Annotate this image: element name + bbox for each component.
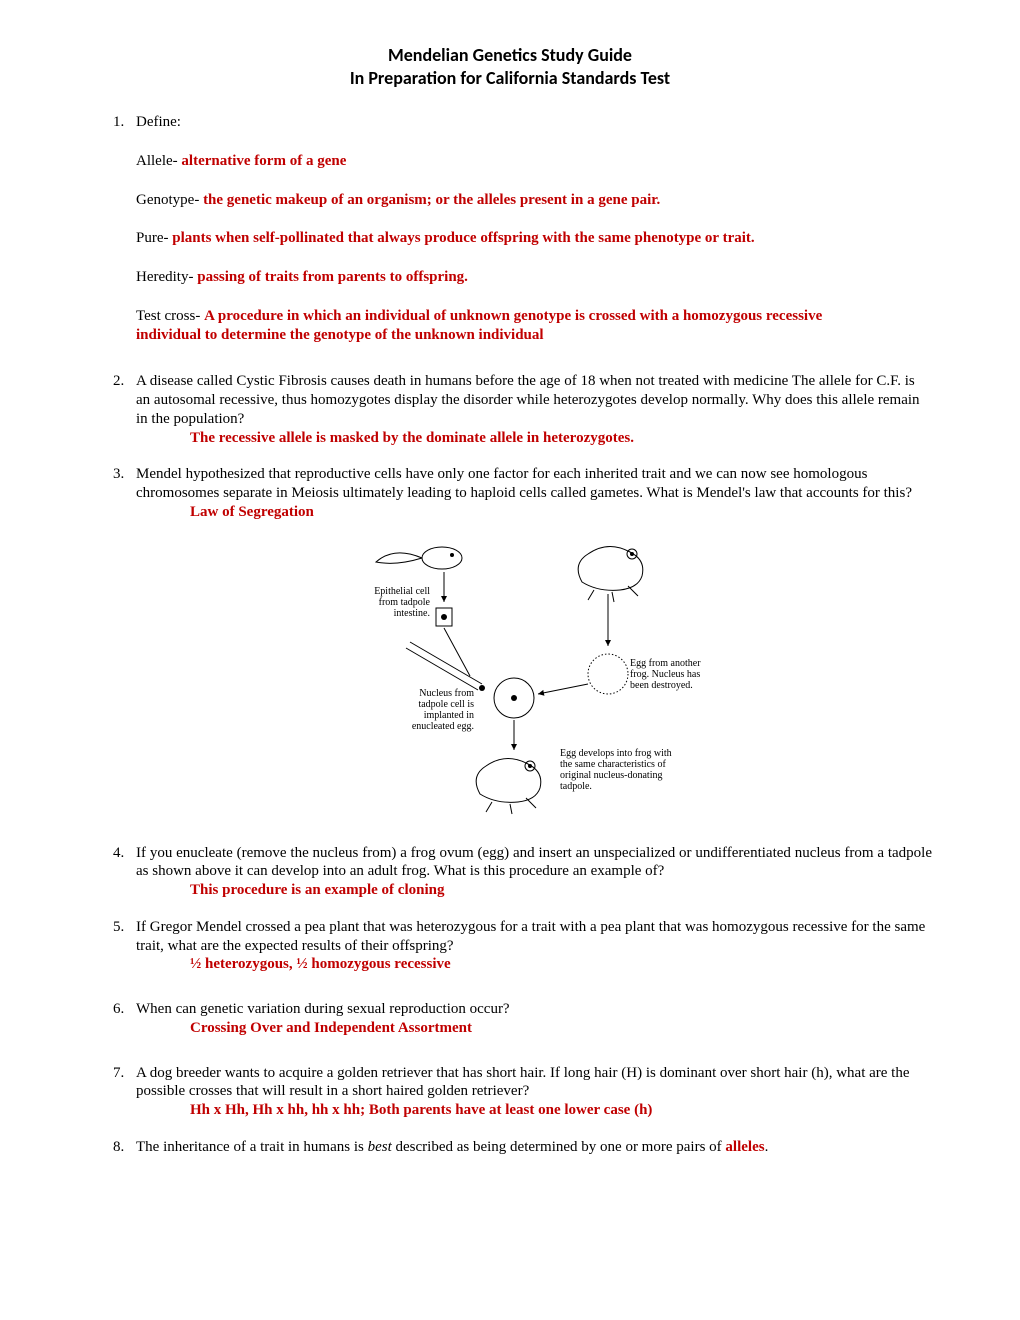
term-allele: Allele- <box>136 153 181 169</box>
q4-answer: This procedure is an example of cloning <box>190 881 932 900</box>
q7-text: A dog breeder wants to acquire a golden … <box>136 1065 910 1100</box>
q3-text: Mendel hypothesized that reproductive ce… <box>136 466 912 501</box>
cloning-diagram-wrap: Epithelial cell from tadpole intestine. … <box>136 536 932 826</box>
lbl-epithelial: Epithelial cell from tadpole intestine. <box>368 586 430 619</box>
tadpole-icon <box>376 547 462 569</box>
q5-answer: ½ heterozygous, ½ homozygous recessive <box>190 955 932 974</box>
q8-post: . <box>765 1139 769 1155</box>
ans-heredity: passing of traits from parents to offspr… <box>197 269 468 285</box>
question-3: Mendel hypothesized that reproductive ce… <box>128 465 932 825</box>
question-6: When can genetic variation during sexual… <box>128 1000 932 1038</box>
def-allele: Allele- alternative form of a gene <box>136 152 932 171</box>
epithelial-cell-icon <box>436 608 452 626</box>
q6-answer: Crossing Over and Independent Assortment <box>190 1019 932 1038</box>
frog-egg-icon <box>588 654 628 694</box>
ans-allele: alternative form of a gene <box>181 153 346 169</box>
question-8: The inheritance of a trait in humans is … <box>128 1138 932 1157</box>
def-heredity: Heredity- passing of traits from parents… <box>136 268 932 287</box>
term-testcross: Test cross- <box>136 308 204 324</box>
ans-pure: plants when self-pollinated that always … <box>172 230 754 246</box>
lbl-nucleus-implanted: Nucleus from tadpole cell is implanted i… <box>388 688 474 732</box>
frog-top-icon <box>578 546 643 602</box>
def-genotype: Genotype- the genetic makeup of an organ… <box>136 191 932 210</box>
q8-best: best <box>368 1139 392 1155</box>
question-list: Define: Allele- alternative form of a ge… <box>88 113 932 1157</box>
question-5: If Gregor Mendel crossed a pea plant tha… <box>128 918 932 974</box>
cloning-diagram: Epithelial cell from tadpole intestine. … <box>374 536 694 826</box>
q3-answer: Law of Segregation <box>190 503 932 522</box>
ans-genotype: the genetic makeup of an organism; or th… <box>203 192 660 208</box>
term-pure: Pure- <box>136 230 172 246</box>
q8-ans: alleles <box>725 1139 764 1155</box>
question-4: If you enucleate (remove the nucleus fro… <box>128 844 932 900</box>
question-2: A disease called Cystic Fibrosis causes … <box>128 372 932 447</box>
q8-mid: described as being determined by one or … <box>392 1139 726 1155</box>
question-7: A dog breeder wants to acquire a golden … <box>128 1064 932 1120</box>
q1-definitions: Allele- alternative form of a gene Genot… <box>136 152 932 345</box>
q6-text: When can genetic variation during sexual… <box>136 1001 510 1017</box>
lbl-egg-from: Egg from another frog. Nucleus has been … <box>630 658 704 691</box>
q2-answer: The recessive allele is masked by the do… <box>190 429 932 448</box>
def-testcross: Test cross- A procedure in which an indi… <box>136 307 932 345</box>
q2-text: A disease called Cystic Fibrosis causes … <box>136 373 920 427</box>
term-heredity: Heredity- <box>136 269 197 285</box>
result-frog-icon <box>476 758 541 814</box>
lbl-develops: Egg develops into frog with the same cha… <box>560 748 676 792</box>
page-title: Mendelian Genetics Study Guide <box>88 44 932 67</box>
ans-testcross-l2: individual to determine the genotype of … <box>136 327 544 343</box>
term-genotype: Genotype- <box>136 192 203 208</box>
document-page: Mendelian Genetics Study Guide In Prepar… <box>0 0 1020 1320</box>
question-1: Define: Allele- alternative form of a ge… <box>128 113 932 344</box>
q7-answer: Hh x Hh, Hh x hh, hh x hh; Both parents … <box>190 1101 932 1120</box>
q1-prompt: Define: <box>136 114 181 130</box>
page-subtitle: In Preparation for California Standards … <box>88 67 932 90</box>
ans-testcross-l1: A procedure in which an individual of un… <box>204 308 822 324</box>
q5-text: If Gregor Mendel crossed a pea plant tha… <box>136 919 925 954</box>
q4-text: If you enucleate (remove the nucleus fro… <box>136 845 932 880</box>
def-pure: Pure- plants when self-pollinated that a… <box>136 229 932 248</box>
q8-pre: The inheritance of a trait in humans is <box>136 1139 368 1155</box>
